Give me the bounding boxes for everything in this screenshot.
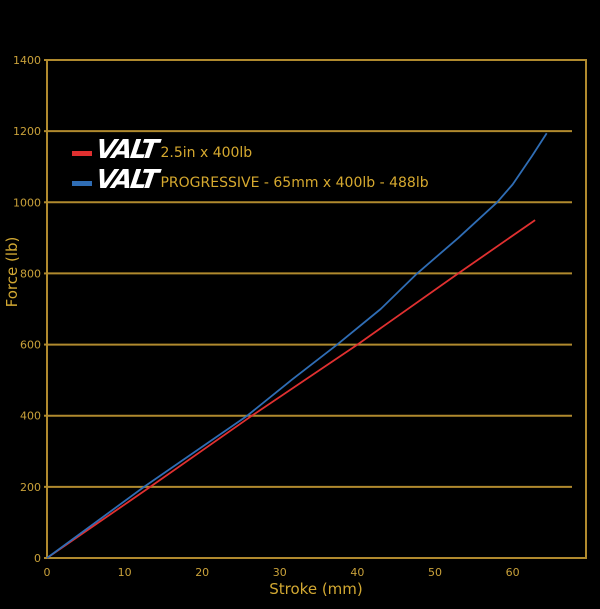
x-tick-label: 50	[428, 566, 442, 579]
x-tick-label: 20	[195, 566, 209, 579]
plot-border	[46, 59, 587, 559]
gridlines	[47, 130, 572, 488]
y-axis-ticks: 0 200 400 600 800 1000 1200 1400	[13, 54, 47, 565]
legend: VALT 2.5in x 400lb VALT PROGRESSIVE - 65…	[72, 134, 429, 195]
legend-item-standard: VALT 2.5in x 400lb	[72, 134, 429, 165]
y-axis-title: Force (lb)	[3, 237, 21, 308]
legend-item-progressive: VALT PROGRESSIVE - 65mm x 400lb - 488lb	[72, 164, 429, 195]
y-tick-label: 1200	[13, 125, 41, 138]
series-lines	[46, 132, 548, 559]
y-tick-label: 200	[20, 481, 41, 494]
y-tick-label: 1000	[13, 196, 41, 209]
x-tick-label: 40	[350, 566, 364, 579]
x-tick-label: 30	[273, 566, 287, 579]
series-line-standard	[46, 219, 536, 559]
x-tick-label: 60	[506, 566, 520, 579]
x-axis-title: Stroke (mm)	[269, 580, 363, 598]
y-tick-label: 800	[20, 267, 41, 280]
brand-logo-text: VALT	[93, 165, 159, 195]
legend-swatch-blue	[72, 181, 92, 186]
legend-swatch-red	[72, 151, 92, 156]
series-line-progressive	[46, 132, 548, 559]
x-tick-label: 10	[118, 566, 132, 579]
plot-frame	[46, 59, 587, 559]
legend-label: 2.5in x 400lb	[160, 145, 253, 161]
y-tick-label: 0	[34, 552, 41, 565]
brand-logo-text: VALT	[93, 135, 159, 165]
x-tick-label: 0	[44, 566, 51, 579]
legend-label: PROGRESSIVE - 65mm x 400lb - 488lb	[160, 175, 429, 191]
y-tick-label: 600	[20, 339, 41, 352]
x-axis-ticks: 0 10 20 30 40 50 60	[44, 566, 520, 579]
y-tick-label: 1400	[13, 54, 41, 67]
y-tick-label: 400	[20, 410, 41, 423]
